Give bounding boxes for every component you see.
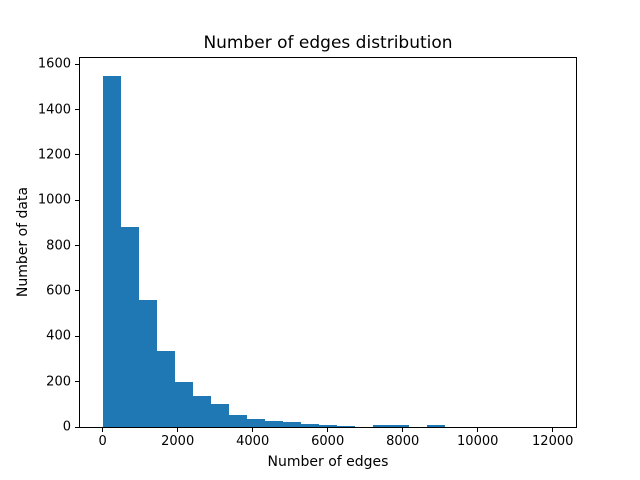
histogram-bar	[427, 425, 446, 427]
x-tick-mark	[177, 428, 179, 432]
y-tick-mark	[75, 109, 79, 111]
histogram-bar	[282, 421, 301, 427]
x-tick-label: 6000	[311, 434, 345, 449]
histogram-bar	[337, 425, 356, 427]
plot-area: 0 2000 4000 6000 8000 10000 12000 0 200 400 600 800…	[38, 57, 577, 449]
y-tick-mark	[75, 63, 79, 65]
histogram-bar	[246, 419, 265, 427]
y-tick-mark	[75, 381, 79, 383]
y-tick-mark	[75, 290, 79, 292]
histogram-bar	[174, 381, 193, 427]
y-axis-label: Number of data	[15, 186, 31, 298]
histogram-bar	[102, 75, 121, 427]
y-tick-label: 1000	[37, 192, 71, 208]
histogram-bar	[192, 396, 211, 427]
x-tick-mark	[402, 428, 404, 432]
histogram-bar	[120, 227, 139, 427]
y-tick-label: 400	[46, 328, 71, 344]
histogram-bar	[391, 424, 410, 427]
x-tick-label: 8000	[386, 434, 420, 449]
y-tick-label: 800	[46, 238, 71, 254]
histogram-bar	[210, 404, 229, 427]
x-axis-label: Number of edges	[267, 454, 389, 470]
y-tick-mark	[75, 335, 79, 337]
histogram-bar	[228, 414, 247, 427]
y-tick-label: 0	[62, 419, 71, 435]
y-tick-label: 600	[46, 283, 71, 299]
x-tick-mark	[327, 428, 329, 432]
y-tick-label: 1200	[37, 147, 71, 163]
y-tick-mark	[75, 426, 79, 428]
histogram-bar	[373, 424, 392, 427]
y-tick-mark	[75, 199, 79, 201]
y-tick-mark	[75, 245, 79, 247]
chart-title: Number of edges distribution	[203, 33, 453, 53]
x-tick-mark	[552, 428, 554, 432]
x-tick-label: 0	[98, 434, 107, 449]
x-tick-label: 10000	[457, 434, 499, 449]
x-tick-mark	[252, 428, 254, 432]
y-tick-label: 1600	[37, 56, 71, 72]
x-tick-label: 4000	[236, 434, 270, 449]
histogram-bar	[138, 300, 157, 427]
y-tick-label: 200	[46, 374, 71, 390]
histogram-bar	[301, 423, 320, 427]
histogram-bar	[319, 425, 338, 427]
histogram-bar	[264, 421, 283, 427]
x-tick-label: 12000	[532, 434, 574, 449]
x-tick-mark	[477, 428, 479, 432]
x-tick-label: 2000	[161, 434, 195, 449]
x-tick-mark	[102, 428, 104, 432]
histogram-bar	[156, 351, 175, 427]
y-tick-mark	[75, 154, 79, 156]
y-tick-label: 1400	[37, 102, 71, 118]
